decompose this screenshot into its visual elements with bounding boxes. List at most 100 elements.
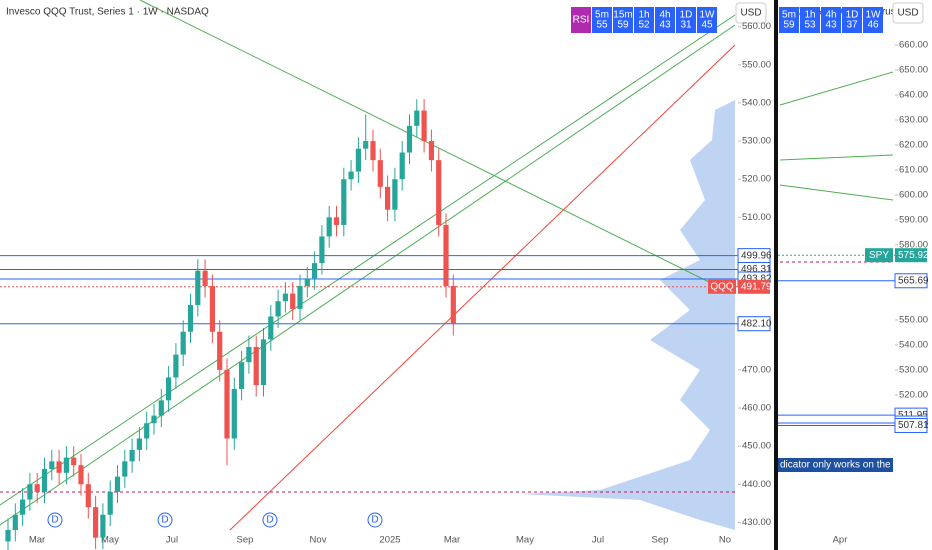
y-tick-label: 540.00 — [899, 340, 928, 351]
x-tick-label: May — [516, 535, 534, 546]
chart-title: Invesco QQQ Trust, Series 1 · 1W · NASDA… — [6, 7, 209, 18]
button-label: 1W — [700, 10, 716, 21]
trend-line — [139, 0, 716, 286]
symbol-name-tag — [708, 279, 736, 294]
note-box — [778, 458, 893, 472]
candle-body — [326, 217, 332, 237]
candle-body — [348, 171, 354, 180]
currency-button[interactable] — [892, 2, 924, 24]
candle-body — [166, 377, 172, 401]
button-label: 1W — [866, 10, 882, 21]
x-tick-label: May — [101, 535, 119, 546]
price-tag-label: 499.96 — [741, 250, 772, 261]
spy-panel: SPDR S&P 500 ETF Trust dicator only work… — [778, 2, 932, 546]
candle-body — [297, 285, 303, 309]
timeframe-button[interactable] — [676, 7, 696, 33]
x-tick-label: Apr — [833, 535, 848, 546]
timeframe-button[interactable] — [655, 7, 675, 33]
candle-body — [312, 263, 318, 279]
timeframe-button[interactable] — [821, 7, 841, 33]
candle-body — [421, 110, 427, 142]
price-tag-label: 482.10 — [741, 318, 772, 329]
timeframe-button[interactable] — [571, 7, 591, 33]
candle-body — [27, 484, 33, 500]
y-tick-label: 460.00 — [742, 403, 771, 414]
dividend-marker[interactable] — [367, 512, 383, 528]
button-label: 4h — [659, 10, 670, 21]
candle-body — [136, 438, 142, 450]
x-tick-label: Sep — [652, 535, 669, 546]
y-tick-label: 590.00 — [899, 215, 928, 226]
currency-label: USD — [740, 8, 761, 19]
candle-body — [78, 465, 84, 485]
dividend-label: D — [51, 515, 58, 526]
y-tick-label: 520.00 — [899, 390, 928, 401]
candle-body — [319, 236, 325, 264]
x-tick-label: 2025 — [379, 535, 400, 546]
dividend-label: D — [161, 515, 168, 526]
y-tick-label: 440.00 — [742, 479, 771, 490]
y-tick-label: 470.00 — [742, 364, 771, 375]
symbol-name: QQQ — [710, 281, 734, 292]
trend-line — [0, 24, 736, 526]
candle-body — [114, 476, 121, 492]
y-tick-label: 520.00 — [742, 174, 771, 185]
symbol-price-tag — [738, 279, 770, 294]
y-tick-label: 510.00 — [742, 212, 771, 223]
y-tick-label: 560.00 — [742, 21, 771, 32]
candle-body — [20, 499, 26, 515]
dividend-marker[interactable] — [47, 512, 63, 528]
y-tick-label: 550.00 — [742, 59, 771, 70]
currency-button[interactable] — [735, 2, 767, 24]
timeframe-button[interactable] — [613, 7, 633, 33]
timeframe-button[interactable] — [800, 7, 820, 33]
symbol-name: SPY — [869, 250, 889, 261]
price-tag — [894, 273, 928, 289]
candle-body — [144, 423, 150, 439]
price-tag-label: 493.82 — [741, 274, 772, 285]
candle-body — [187, 305, 194, 332]
y-tick-label: 430.00 — [742, 517, 771, 528]
candle-body — [85, 484, 91, 508]
candle-body — [195, 270, 201, 306]
y-tick-label: 620.00 — [899, 140, 928, 151]
button-label: 5m — [782, 10, 796, 21]
candle-body — [217, 331, 223, 370]
candle-body — [428, 141, 434, 161]
x-tick-label: Sep — [237, 535, 254, 546]
y-tick-label: 600.00 — [899, 190, 928, 201]
button-value: 43 — [825, 20, 837, 31]
timeframe-button[interactable] — [592, 7, 612, 33]
candle-body — [363, 141, 369, 149]
candle-body — [377, 160, 383, 187]
button-value: 46 — [867, 20, 879, 31]
candle-body — [355, 148, 361, 172]
timeframe-button[interactable] — [779, 7, 799, 33]
candle-body — [129, 449, 135, 462]
candle-body — [158, 400, 164, 416]
price-tag — [737, 316, 771, 332]
candle-body — [268, 316, 274, 340]
candle-body — [341, 179, 347, 225]
timeframe-button[interactable] — [634, 7, 654, 33]
button-label: RSI — [573, 15, 590, 26]
candle-body — [93, 507, 99, 538]
candle-body — [290, 293, 296, 309]
timeframe-button[interactable] — [863, 7, 883, 33]
candle-body — [304, 278, 310, 286]
button-label: 1D — [680, 10, 693, 21]
button-value: 45 — [701, 20, 713, 31]
button-label: 4h — [825, 10, 836, 21]
timeframe-button[interactable] — [842, 7, 862, 33]
timeframe-button[interactable] — [697, 7, 717, 33]
candle-body — [49, 461, 55, 469]
y-tick-label: 650.00 — [899, 65, 928, 76]
candle-body — [392, 179, 398, 210]
dividend-marker[interactable] — [262, 512, 278, 528]
candle-body — [180, 331, 186, 355]
button-label: 1h — [638, 10, 649, 21]
price-tag — [894, 417, 928, 433]
dividend-marker[interactable] — [157, 512, 173, 528]
price-tag-label: 511.95 — [898, 410, 928, 421]
